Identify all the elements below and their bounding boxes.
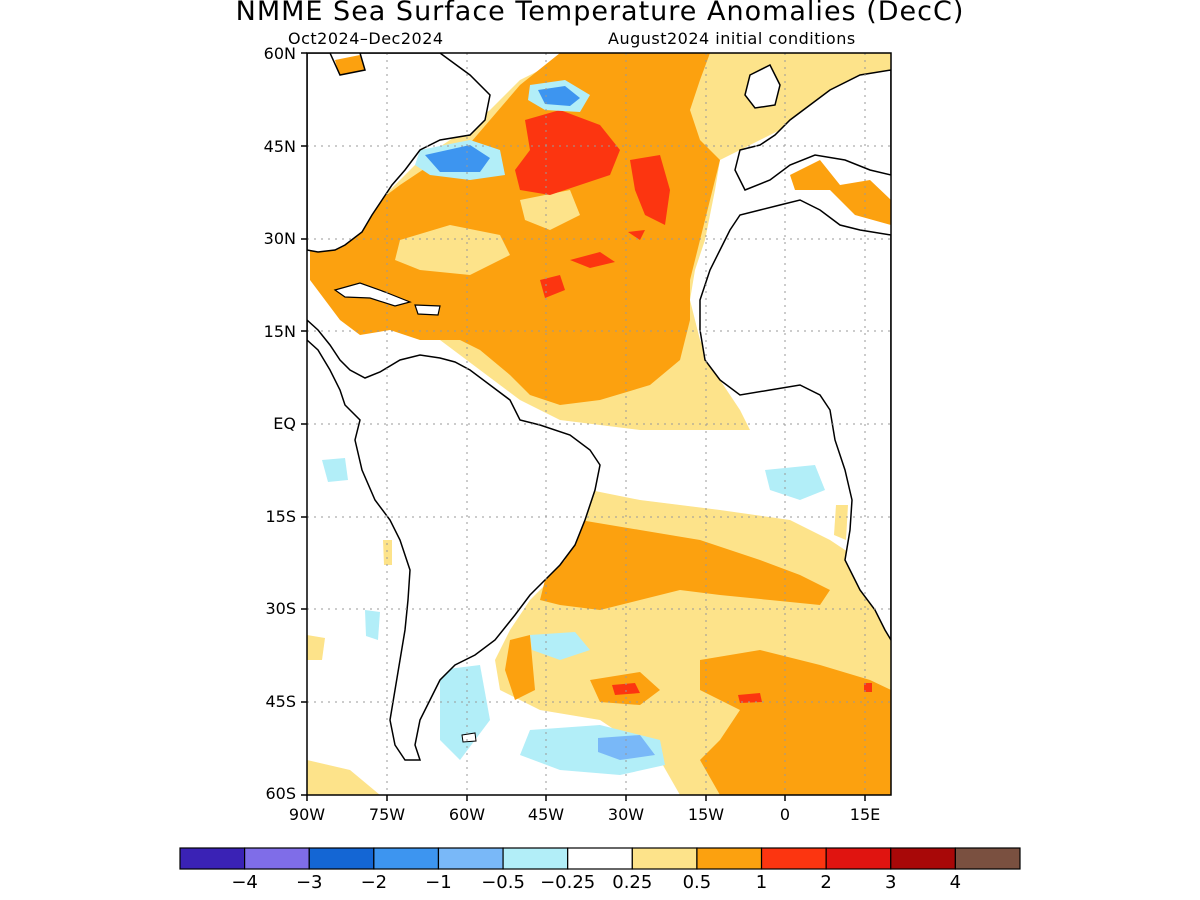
x-tick-label: 15E xyxy=(849,805,881,824)
warm-anomaly-region xyxy=(790,160,891,225)
cold-anomaly-region xyxy=(425,145,490,172)
cold-anomaly-region xyxy=(530,632,590,660)
colorbar-label: −2 xyxy=(360,872,388,893)
warm-anomaly-region xyxy=(383,540,392,565)
colorbar-label: 2 xyxy=(820,872,832,893)
warm-anomaly-region xyxy=(505,635,535,700)
y-tick-label: EQ xyxy=(273,414,296,433)
warm-anomaly-region xyxy=(520,190,580,230)
hot-anomaly-region xyxy=(570,252,615,268)
hispaniola-landmass xyxy=(414,304,441,316)
x-tick-label: 45W xyxy=(527,805,565,824)
x-tick-label: 15W xyxy=(687,805,725,824)
x-tick-label: 30W xyxy=(607,805,645,824)
x-tick-label: 75W xyxy=(368,805,406,824)
y-tick-label: 45N xyxy=(263,137,296,156)
x-tick-label: 60W xyxy=(448,805,486,824)
chart-title: NMME Sea Surface Temperature Anomalies (… xyxy=(235,0,965,27)
colorbar-label: −4 xyxy=(231,872,258,893)
hot-anomaly-region xyxy=(864,683,872,692)
colorbar-swatch xyxy=(373,847,440,870)
x-tick-label: 90W xyxy=(288,805,326,824)
colorbar-swatch xyxy=(760,847,827,870)
y-tick-label: 30S xyxy=(265,599,296,618)
colorbar-label: 3 xyxy=(885,872,897,893)
colorbar-swatch xyxy=(954,847,1021,870)
britain-landmass xyxy=(744,63,781,109)
colorbar-swatch xyxy=(244,847,310,870)
colorbar-label: −0.5 xyxy=(481,872,525,893)
colorbar-swatch xyxy=(631,847,698,870)
central-america-landmass xyxy=(307,318,601,761)
africa-europe-landmass xyxy=(699,199,891,642)
y-tick-label: 30N xyxy=(263,229,296,248)
cold-anomaly-region xyxy=(538,86,580,106)
cold-anomaly-region xyxy=(765,465,825,500)
colorbar-label: −3 xyxy=(295,872,323,893)
initial-conditions: August2024 initial conditions xyxy=(608,29,856,48)
warm-anomaly-region xyxy=(700,650,891,795)
colorbar xyxy=(179,847,1021,870)
x-tick-label: 0 xyxy=(779,805,791,824)
y-tick-label: 60S xyxy=(265,784,296,803)
warm-anomaly-region xyxy=(540,520,830,610)
y-tick-label: 15S xyxy=(265,507,296,526)
colorbar-label: 1 xyxy=(755,872,768,893)
colorbar-swatch xyxy=(179,847,246,870)
colorbar-label: 0.5 xyxy=(682,872,712,893)
colorbar-label: 4 xyxy=(949,872,962,893)
graticule xyxy=(307,53,891,795)
cuba-landmass xyxy=(333,282,412,307)
falklands-landmass xyxy=(461,732,477,743)
north-america-landmass xyxy=(307,53,491,253)
cold-anomaly-region xyxy=(322,458,348,482)
warm-anomaly-region xyxy=(310,53,720,405)
y-tick-label: 45S xyxy=(265,692,296,711)
colorbar-swatch xyxy=(308,847,375,870)
y-tick-label: 15N xyxy=(263,322,296,341)
axis-ticks xyxy=(301,52,866,801)
colorbar-label: 0.25 xyxy=(612,872,653,893)
colorbar-swatch xyxy=(567,847,633,870)
colorbar-label: −1 xyxy=(425,872,452,893)
cold-anomaly-region xyxy=(365,610,380,640)
hot-anomaly-region xyxy=(738,693,762,703)
warm-anomaly-region xyxy=(307,760,380,795)
forecast-period: Oct2024–Dec2024 xyxy=(288,29,444,48)
colorbar-swatch xyxy=(890,847,956,870)
colorbar-swatch xyxy=(437,847,504,870)
hot-anomaly-region xyxy=(515,110,620,195)
warm-anomaly-region xyxy=(395,225,510,275)
warm-anomaly-region xyxy=(834,505,848,540)
colorbar-label: −0.25 xyxy=(540,872,596,893)
cold-anomaly-region xyxy=(440,665,490,760)
y-tick-label: 60N xyxy=(263,44,296,63)
colorbar-swatch xyxy=(825,847,892,870)
warm-anomaly-region xyxy=(307,635,325,660)
colorbar-swatch xyxy=(696,847,763,870)
anomaly-field xyxy=(307,53,891,795)
hot-anomaly-region xyxy=(630,155,670,225)
colorbar-swatch xyxy=(502,847,569,870)
hot-anomaly-region xyxy=(612,683,640,695)
hot-anomaly-region xyxy=(628,230,645,240)
